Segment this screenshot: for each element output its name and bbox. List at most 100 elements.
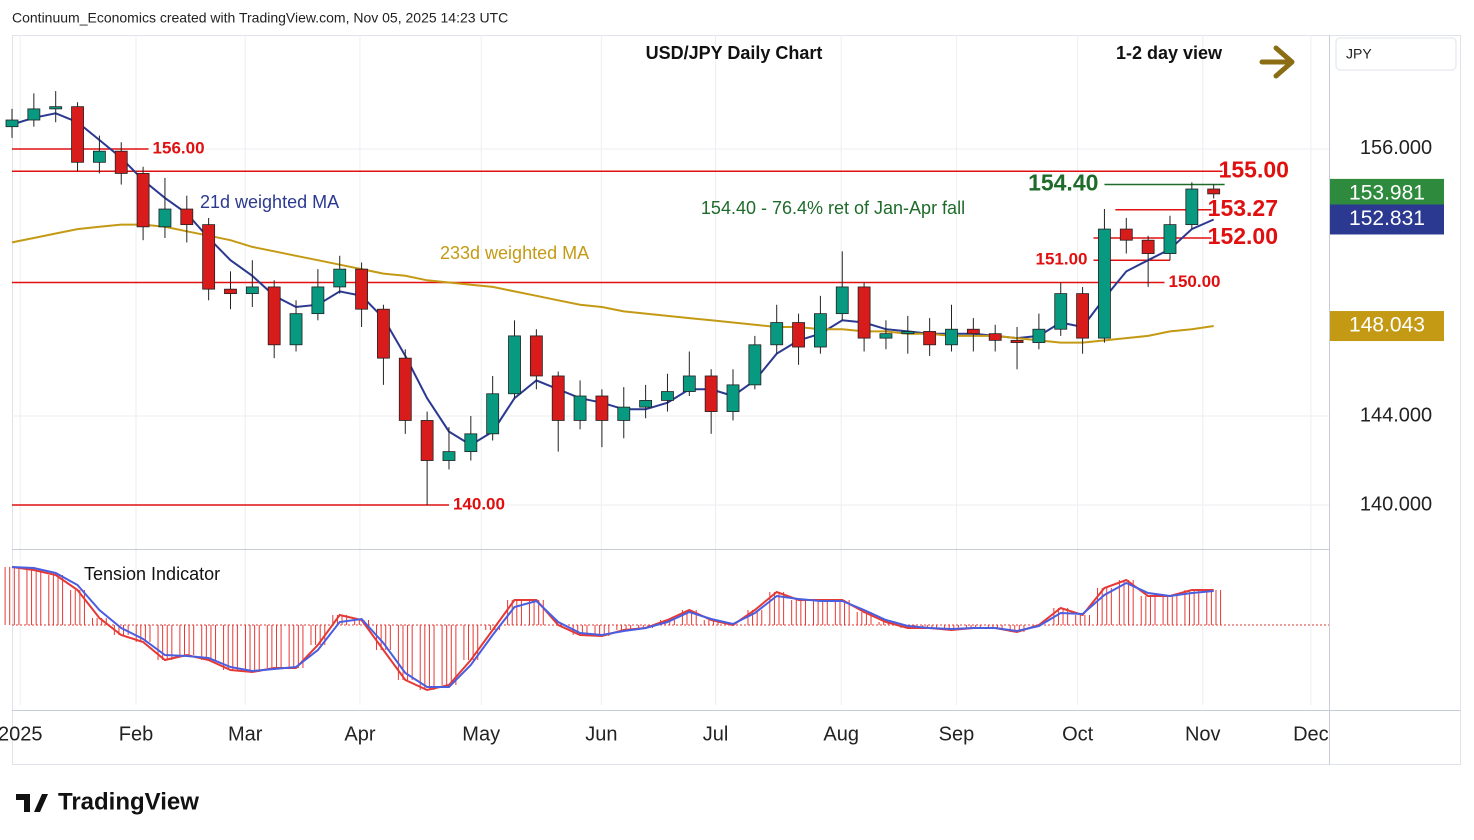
price-tag [1330,178,1444,209]
level-label: 154.40 [1028,170,1098,196]
candle-body [136,173,150,228]
currency: JPY [1346,46,1372,62]
y-tick-label: 140.000 [1360,493,1432,515]
level-label: 155.00 [1219,156,1289,182]
level-label: 140.00 [453,495,505,514]
candle-body [1098,228,1111,339]
level-label: 152.00 [1208,223,1278,249]
x-tick-label: May [462,723,500,745]
level-label: 151.00 [1036,250,1088,269]
x-tick-label: Jun [585,723,617,745]
candle-body [1076,293,1089,339]
view: 1-2 day view [1116,43,1223,63]
candle-body [639,400,653,408]
candle-body [377,308,390,359]
y-tick-label: 144.000 [1360,404,1432,426]
x-tick-label: Apr [344,723,375,745]
candle-body [245,286,259,295]
x-tick-label: Sep [939,723,975,745]
price-tag [1330,204,1444,235]
x-tick-label: Mar [228,723,263,745]
candle-body [551,375,565,421]
candle-body [835,286,849,315]
candle-body [1054,293,1068,330]
header: Continuum_Economics created with Trading… [12,10,508,26]
currency-box [1335,37,1457,71]
candle-body [71,106,84,163]
candle-body [333,268,347,288]
candle-body [289,313,303,346]
candle-body [661,391,674,401]
candle-body [114,150,128,174]
candle-body [1185,188,1199,226]
candle-body [1119,228,1133,241]
view-arrow [1259,45,1295,79]
x-tick-label: Feb [119,723,153,745]
candle-body [420,420,434,461]
x-tick-label: Dec [1293,723,1329,745]
candle-body [770,322,784,346]
footer: TradingView [58,788,199,815]
indicator-line [11,566,1214,688]
candle-body [27,108,41,121]
plot [4,35,1329,705]
level-label: 156.00 [153,138,205,157]
candle-body [267,286,281,346]
level-label: 150.00 [1169,272,1221,291]
x-tick-label: Jul [703,723,729,745]
candle-body [573,395,587,421]
candle-body [726,384,740,412]
tv-logo: TradingView [16,788,199,815]
candle-body [813,313,827,348]
ma-label: 21d weighted MA [200,192,339,212]
price-tag-label: 148.043 [1349,314,1425,337]
candle-body [464,433,478,453]
price-tag-label: 152.831 [1349,207,1425,230]
annotation: 154.40 - 76.4% ret of Jan-Apr fall [701,198,965,218]
y-tick-label: 156.000 [1360,137,1432,159]
candle-body [224,288,237,295]
candle-body [1032,328,1046,343]
x-tick-label: Aug [823,723,859,745]
x-tick-label: Oct [1062,723,1094,745]
x-tick-label: Nov [1185,723,1221,745]
indicator-title: Tension Indicator [84,564,220,584]
candle-body [901,331,915,335]
candle-body [158,208,172,228]
candle-body [5,119,19,128]
candle-body [49,106,63,110]
candle-body [442,451,456,461]
candle-body [180,208,194,226]
level-label: 153.27 [1208,195,1278,221]
candle-body [1207,188,1221,195]
candle-body [355,268,368,310]
candle-body [1010,339,1024,343]
candle-body [486,393,500,435]
candle-body [748,344,762,386]
price-tag [1330,311,1444,342]
candle-body [529,335,543,377]
candle-body [202,224,216,290]
candle-body [945,328,958,346]
candle-body [398,357,412,421]
candle-body [966,328,980,335]
candle-body [617,406,631,421]
candle-body [857,286,871,339]
candle-body [923,331,937,346]
candle-body [508,335,521,395]
candle-body [704,375,718,412]
candle-body [311,286,325,315]
candle-body [879,333,893,339]
ma-label: 233d weighted MA [440,243,589,263]
chart-title: USD/JPY Daily Chart [646,43,823,63]
logo-mark [16,794,48,812]
candle-body [792,322,805,348]
candle-body [595,395,609,421]
candle-body [1163,224,1177,254]
price-tag-label: 153.981 [1349,181,1425,204]
candle-body [682,375,696,392]
frame [12,35,1461,765]
candle-body [1141,239,1155,254]
